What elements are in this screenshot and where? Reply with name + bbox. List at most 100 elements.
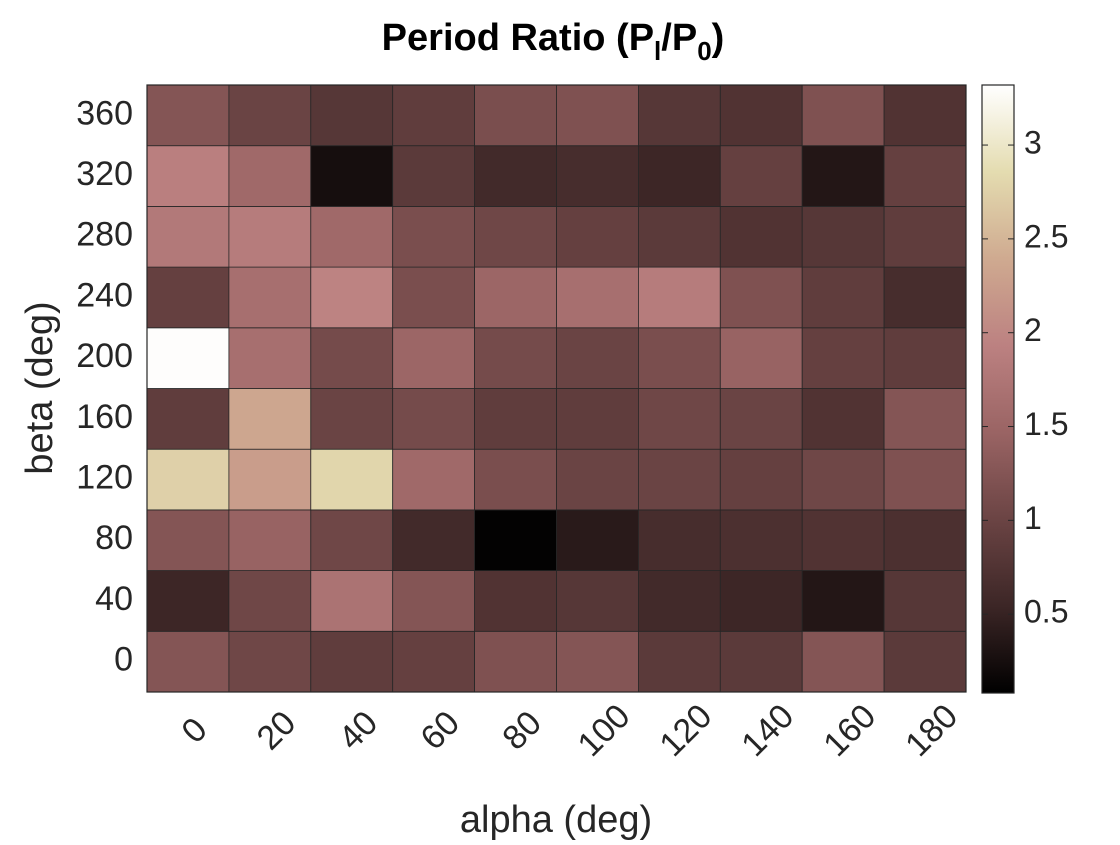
chart-title: Period Ratio (Pl/P0) — [382, 17, 725, 66]
heatmap-cell — [310, 448, 394, 511]
heatmap-cell — [801, 205, 885, 268]
y-tick-label: 160 — [76, 398, 133, 436]
heatmap-cell — [801, 388, 885, 450]
heatmap-cell — [474, 327, 557, 389]
heatmap-cell — [801, 84, 885, 147]
heatmap-cell — [146, 388, 230, 450]
heatmap-cell — [392, 388, 476, 450]
heatmap-cell — [228, 630, 312, 693]
heatmap-cell — [638, 145, 721, 207]
heatmap-cell — [310, 145, 394, 207]
heatmap-cell — [719, 388, 803, 450]
heatmap-cell — [638, 448, 721, 511]
x-tick-labels: 0 20 40 60 80 100 120 140 160 180 — [174, 697, 965, 764]
heatmap-cell — [719, 145, 803, 207]
x-tick-label: 100 — [571, 697, 638, 764]
heatmap-cell — [146, 630, 230, 693]
heatmap-cell — [228, 327, 312, 389]
y-tick-label: 280 — [76, 216, 133, 254]
colorbar-tick-label: 1 — [1024, 500, 1042, 536]
heatmap-cell — [638, 327, 721, 389]
heatmap-cell — [474, 205, 557, 268]
x-axis-label: alpha (deg) — [460, 799, 652, 840]
heatmap-cell — [474, 145, 557, 207]
heatmap-cell — [801, 266, 885, 329]
heatmap-cell — [310, 388, 394, 450]
colorbar-tick-label: 0.5 — [1024, 594, 1068, 630]
chart-title-subscript-l: l — [654, 36, 661, 66]
plot-frame — [146, 84, 967, 693]
heatmap-cell — [392, 570, 476, 632]
y-tick-label: 0 — [114, 641, 133, 679]
heatmap-cell — [719, 205, 803, 268]
x-tick-label: 0 — [174, 710, 214, 750]
heatmap-cell — [146, 145, 230, 207]
heatmap-cell — [146, 327, 230, 389]
heatmap-cells — [146, 84, 967, 693]
heatmap-cell — [883, 388, 967, 450]
heatmap-cell — [883, 509, 967, 571]
heatmap-cell — [883, 266, 967, 329]
heatmap-cell — [556, 145, 639, 207]
y-tick-label: 240 — [76, 276, 133, 314]
heatmap-cell — [638, 570, 721, 632]
y-tick-label: 320 — [76, 155, 133, 193]
y-tick-labels: 0 40 80 120 160 200 240 280 320 360 — [76, 94, 133, 678]
heatmap-cell — [146, 509, 230, 571]
heatmap-cell — [638, 205, 721, 268]
heatmap-cell — [392, 145, 476, 207]
heatmap-cell — [556, 509, 639, 571]
heatmap-cell — [883, 205, 967, 268]
colorbar — [981, 84, 1015, 694]
heatmap-cell — [556, 570, 639, 632]
y-tick-label: 360 — [76, 94, 133, 132]
heatmap-cell — [474, 448, 557, 511]
heatmap-cell — [228, 84, 312, 147]
heatmap-cell — [883, 448, 967, 511]
heatmap-cell — [883, 327, 967, 389]
y-tick-label: 200 — [76, 337, 133, 375]
x-tick-label: 120 — [652, 697, 719, 764]
heatmap-cell — [801, 448, 885, 511]
y-tick-label: 120 — [76, 459, 133, 497]
y-axis-label: beta (deg) — [19, 301, 61, 474]
colorbar-tick-label: 1.5 — [1024, 406, 1068, 442]
heatmap-cell — [883, 84, 967, 147]
heatmap-cell — [638, 84, 721, 147]
heatmap-cell — [392, 448, 476, 511]
heatmap-cell — [638, 266, 721, 329]
heatmap-cell — [228, 266, 312, 329]
colorbar-tick-label: 2.5 — [1024, 218, 1068, 254]
heatmap-cell — [228, 205, 312, 268]
heatmap-cell — [556, 388, 639, 450]
heatmap-cell — [556, 266, 639, 329]
heatmap-cell — [474, 570, 557, 632]
heatmap-cell — [392, 266, 476, 329]
heatmap-cell — [228, 145, 312, 207]
heatmap-cell — [638, 630, 721, 693]
heatmap-cell — [801, 509, 885, 571]
heatmap-cell — [801, 145, 885, 207]
heatmap-cell — [310, 570, 394, 632]
heatmap-cell — [392, 84, 476, 147]
heatmap-cell — [719, 84, 803, 147]
heatmap-cell — [801, 570, 885, 632]
heatmap-cell — [556, 327, 639, 389]
x-tick-label: 180 — [898, 697, 965, 764]
y-tick-label: 80 — [95, 519, 133, 557]
heatmap-cell — [310, 630, 394, 693]
heatmap-cell — [228, 388, 312, 450]
x-tick-label: 140 — [734, 697, 801, 764]
heatmap-cell — [719, 266, 803, 329]
heatmap-cell — [392, 327, 476, 389]
heatmap-cell — [556, 448, 639, 511]
x-tick-label: 160 — [816, 697, 883, 764]
heatmap-cell — [146, 448, 230, 511]
colorbar-tick-label: 2 — [1024, 312, 1042, 348]
heatmap-cell — [801, 630, 885, 693]
heatmap-cell — [638, 388, 721, 450]
heatmap-cell — [638, 509, 721, 571]
heatmap-cell — [146, 266, 230, 329]
